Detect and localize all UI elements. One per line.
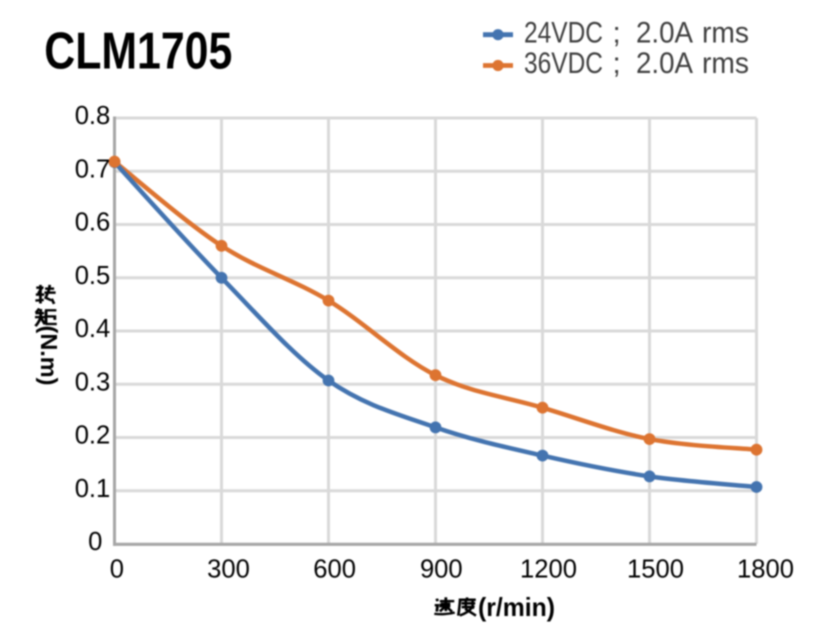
- svg-text:1800: 1800: [737, 555, 794, 583]
- svg-text:0.6: 0.6: [75, 209, 111, 237]
- svg-text:36VDC: 36VDC: [524, 47, 603, 80]
- svg-text:;: ;: [613, 16, 621, 49]
- svg-text:0.5: 0.5: [75, 262, 111, 290]
- svg-text:2.0A: 2.0A: [636, 16, 693, 49]
- svg-text:300: 300: [207, 555, 250, 583]
- svg-text:(N.m): (N.m): [36, 326, 62, 386]
- svg-text:;: ;: [613, 47, 621, 80]
- svg-text:rms: rms: [702, 16, 749, 49]
- svg-text:0.4: 0.4: [75, 315, 111, 343]
- svg-text:1500: 1500: [627, 555, 684, 583]
- svg-text:(r/min): (r/min): [478, 592, 555, 622]
- svg-text:1200: 1200: [520, 555, 577, 583]
- svg-text:0.2: 0.2: [75, 422, 111, 450]
- svg-text:0.8: 0.8: [75, 102, 111, 130]
- svg-text:900: 900: [420, 555, 463, 583]
- svg-text:600: 600: [313, 555, 356, 583]
- svg-text:0.3: 0.3: [75, 368, 111, 396]
- svg-text:0: 0: [110, 555, 124, 583]
- svg-text:0: 0: [88, 528, 102, 556]
- svg-text:rms: rms: [702, 47, 749, 80]
- svg-text:CLM1705: CLM1705: [44, 21, 232, 79]
- svg-text:0.7: 0.7: [75, 156, 111, 184]
- svg-text:0.1: 0.1: [75, 475, 111, 503]
- svg-text:2.0A: 2.0A: [636, 47, 693, 80]
- svg-text:24VDC: 24VDC: [524, 16, 603, 49]
